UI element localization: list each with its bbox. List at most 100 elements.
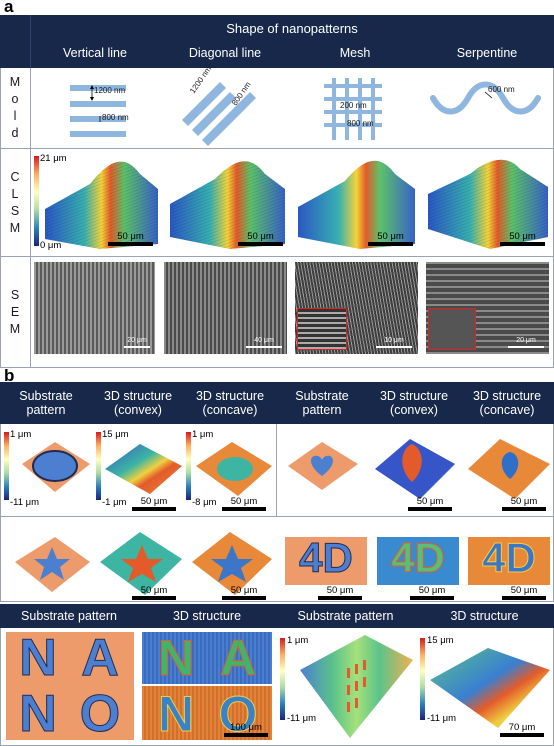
b-nano-3d-a: A — [219, 630, 257, 687]
b-nano-substrate-a: A — [81, 629, 120, 687]
b-row1-scale-right-concave: 50 μm — [510, 496, 538, 507]
row-label-mold: M o l d — [9, 75, 21, 140]
b-circle-convex — [105, 444, 182, 494]
column-header-serpentine: Serpentine — [456, 46, 518, 60]
b-nano-substrate-n1: N — [19, 629, 58, 687]
clsm-scale-label-2: 50 μm — [247, 231, 274, 242]
mold-vertical-width-label: 800 nm — [102, 113, 129, 122]
clsm-scale-label-4: 50 μm — [509, 231, 536, 242]
clsm-colorbar — [34, 156, 39, 246]
b-colorbar-3 — [186, 432, 191, 500]
panel-b-letter: b — [4, 366, 15, 385]
b-bottom-3d-structure — [430, 648, 550, 728]
sem-scale-label-3: 10 μm — [384, 337, 404, 344]
clsm-images — [45, 159, 548, 249]
sem-scalebar-1 — [124, 346, 150, 348]
sem-mesh — [295, 262, 418, 354]
b-row2-scalebar-4 — [410, 596, 454, 600]
mold-diagonal-line — [182, 82, 256, 146]
clsm-scalebar-4 — [500, 242, 545, 246]
sem-scale-label-2: 40 μm — [254, 337, 274, 344]
b-star-pattern — [34, 547, 70, 580]
mold-mesh-label-a: 200 nm — [340, 101, 367, 110]
b-nano-substrate — [6, 632, 134, 740]
sem-mesh-inset — [297, 308, 347, 350]
b-nano-scalebar — [224, 733, 268, 737]
b-colorbar-1-top: 1 μm — [10, 429, 32, 440]
mold-vertical-line — [70, 85, 126, 137]
b-bottom-colorbar-right-bottom: -11 μm — [427, 713, 457, 724]
header-bottom-3d-1: 3D structure — [172, 609, 242, 623]
b-row2-scalebar-2 — [222, 596, 266, 600]
header-substrate-pattern-1: Substrate pattern — [19, 389, 73, 417]
b-row1-scalebar-concave — [222, 507, 266, 511]
sem-serpentine — [426, 262, 549, 354]
b-4d-convex-letters: 4D — [391, 534, 446, 582]
panel-b-bottom-header — [0, 604, 554, 628]
b-4d-substrate — [285, 537, 367, 585]
b-bottom-colorbar-right-top: 15 μm — [427, 635, 454, 646]
header-substrate-pattern-2: Substrate pattern — [295, 389, 349, 417]
clsm-serpentine — [428, 159, 548, 249]
row-label-sem: S E M — [9, 288, 21, 336]
b-nano-substrate-o: O — [79, 685, 121, 743]
mold-mesh-label-b: 800 nm — [347, 119, 374, 128]
header-3d-concave-2: 3D structure (concave) — [472, 389, 542, 417]
header-bottom-substrate-1: Substrate pattern — [21, 609, 117, 623]
b-4d-concave-letters: 4D — [482, 534, 537, 582]
b-bottom-colorbar-left — [280, 638, 285, 720]
b-row1-scale-concave: 50 μm — [230, 496, 258, 507]
b-nano-scale: 100 μm — [230, 722, 262, 733]
clsm-scalebar-2 — [238, 242, 283, 246]
sem-vertical-line — [34, 262, 155, 354]
b-row2-scale-3: 50 μm — [326, 585, 354, 596]
clsm-diagonal-line — [170, 161, 285, 249]
b-row2-scalebar-5 — [502, 596, 546, 600]
b-bottom-right-scale: 70 μm — [508, 722, 536, 733]
b-circle-pattern — [32, 450, 78, 482]
b-row1-scalebar-convex — [132, 507, 176, 511]
b-row2-scale-2: 50 μm — [230, 585, 258, 596]
sem-scale-label-4: 20 μm — [516, 337, 536, 344]
b-heart-pattern — [311, 455, 333, 476]
sem-scalebar-3 — [376, 346, 412, 348]
header-bottom-3d-2: 3D structure — [450, 609, 519, 623]
mold-serpentine — [430, 81, 541, 115]
sem-scale-label-1: 20 μm — [127, 337, 147, 344]
b-colorbar-2-bottom: -1 μm — [102, 497, 127, 508]
column-header-vertical-line: Vertical line — [63, 46, 127, 60]
clsm-colorbar-top: 21 μm — [40, 153, 67, 164]
b-colorbar-2 — [96, 432, 101, 500]
header-3d-concave-1: 3D structure (concave) — [195, 389, 265, 417]
b-nano-3d-top — [142, 632, 272, 684]
b-colorbar-3-top: 1 μm — [192, 429, 214, 440]
b-row1-scalebar-right-concave — [502, 507, 546, 511]
b-row2-scalebar-3 — [318, 596, 362, 600]
column-header-diagonal-line: Diagonal line — [188, 46, 262, 60]
clsm-scale-label-3: 50 μm — [377, 231, 404, 242]
b-row1-scale-right-convex: 50 μm — [416, 496, 444, 507]
b-row1-scalebar-right-convex — [408, 507, 452, 511]
mold-vertical-spacing-label: 1200 nm — [94, 86, 126, 95]
b-row1-images — [22, 439, 550, 499]
sem-serpentine-inset — [428, 308, 476, 350]
b-row2-scalebar-1 — [132, 596, 176, 600]
mold-mesh — [324, 78, 382, 140]
panel-a-header — [0, 15, 554, 68]
clsm-vertical-line — [45, 161, 158, 249]
b-colorbar-2-top: 15 μm — [102, 429, 129, 440]
panel-a-title: Shape of nanopatterns — [226, 21, 358, 36]
header-bottom-substrate-2: Substrate pattern — [297, 609, 394, 623]
b-colorbar-1-bottom: -11 μm — [10, 497, 40, 508]
panel-a-letter: a — [4, 0, 14, 16]
header-3d-convex-1: 3D structure (convex) — [103, 389, 173, 417]
b-bottom-colorbar-left-top: 1 μm — [287, 635, 309, 646]
b-4d-substrate-letters: 4D — [299, 534, 354, 582]
b-4d-convex — [377, 537, 459, 585]
mold-illustrations — [70, 78, 541, 146]
mold-serpentine-label: 600 nm — [488, 85, 515, 94]
header-3d-convex-2: 3D structure (convex) — [379, 389, 449, 417]
b-nano-3d-bottom — [142, 686, 272, 740]
sem-diagonal-line — [164, 262, 287, 354]
b-row1-scale-convex: 50 μm — [140, 496, 168, 507]
